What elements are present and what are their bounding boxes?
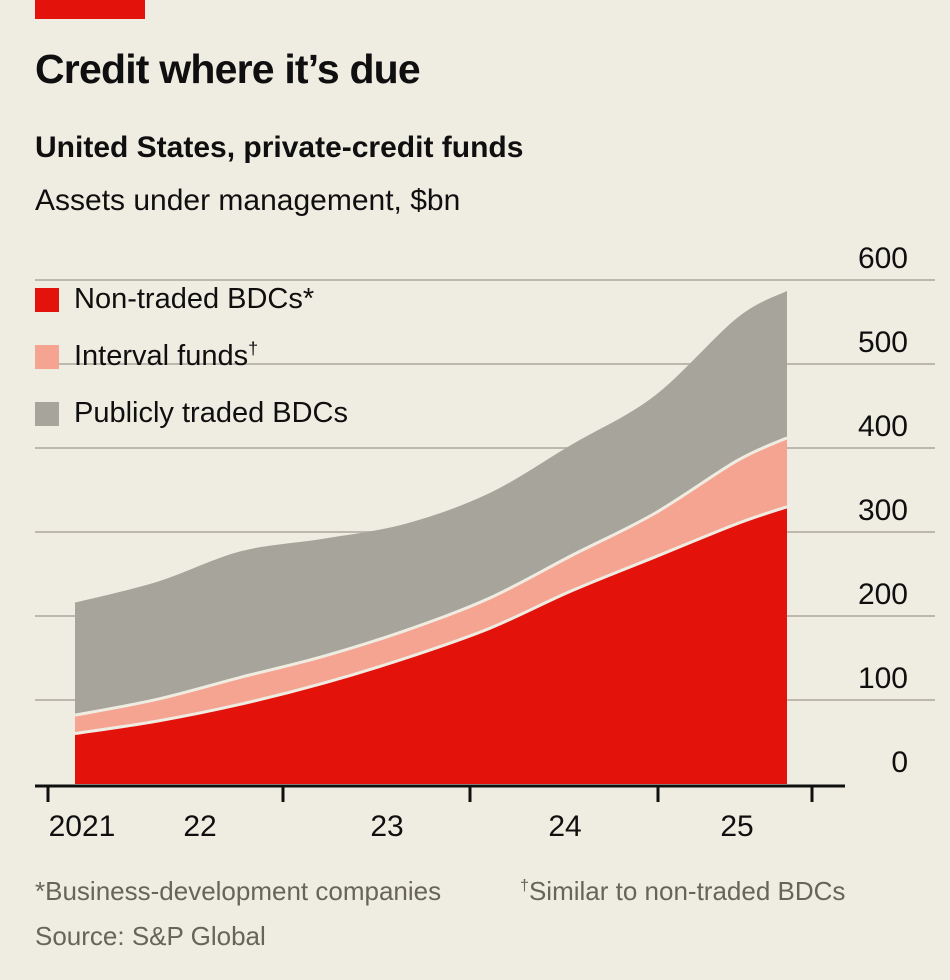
x-tick-label: 2021 [49,810,116,843]
legend: Non-traded BDCs* Interval funds† Publicl… [35,283,348,430]
legend-swatch-gray [35,401,59,426]
y-tick-label: 600 [858,242,908,275]
legend-item-non-traded-bdcs: Non-traded BDCs* [35,283,348,316]
x-tick-label: 24 [548,810,581,843]
chart-unit-label: Assets under management, $bn [35,184,461,217]
legend-label: Publicly traded BDCs [74,397,348,429]
dagger-marker: † [520,876,529,895]
y-tick-label: 400 [858,410,908,443]
y-tick-label: 200 [858,578,908,611]
footnotes: *Business-development companies †Similar… [35,876,935,907]
band-separator [74,505,788,736]
y-tick-label: 500 [858,326,908,359]
footnote-dagger: †Similar to non-traded BDCs [520,876,845,907]
source-line: Source: S&P Global [35,921,266,951]
dagger-marker: † [248,338,259,359]
chart-title: Credit where it’s due [35,46,421,92]
chart-subtitle: United States, private-credit funds [35,131,524,164]
legend-item-publicly-traded-bdcs: Publicly traded BDCs [35,397,348,430]
y-tick-label: 300 [858,494,908,527]
y-tick-label: 100 [858,662,908,695]
y-tick-label: 0 [891,746,908,779]
footnote-dagger-text: Similar to non-traded BDCs [528,876,846,906]
legend-swatch-pink [35,344,59,369]
x-tick-label: 23 [370,810,403,843]
x-tick-label: 22 [183,810,216,843]
legend-item-interval-funds: Interval funds† [35,338,348,373]
economist-red-tab [35,0,145,19]
legend-label: Interval funds† [74,338,259,373]
x-tick-label: 25 [720,810,753,843]
legend-label-text: Interval funds [74,340,249,372]
legend-label: Non-traded BDCs* [74,283,315,315]
footnote-asterisk: *Business-development companies [35,876,442,906]
band-separator [74,436,788,717]
legend-swatch-red [35,287,59,312]
